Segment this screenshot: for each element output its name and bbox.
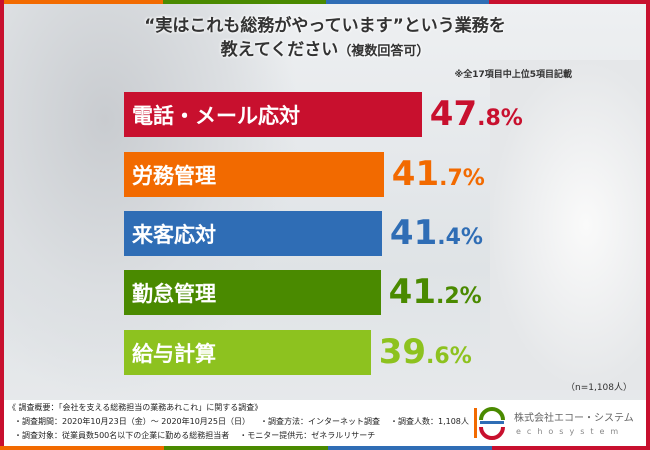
- title-suffix: （複数回答可）: [338, 44, 430, 59]
- right-border: [646, 0, 650, 450]
- value-int: 41: [389, 213, 438, 253]
- chart-title: “実はこれも総務がやっています”という業務を 教えてください（複数回答可）: [0, 14, 650, 64]
- bar-label: 勤怠管理: [132, 281, 216, 306]
- value-label: 47.8%: [430, 92, 523, 137]
- bar: 勤怠管理: [124, 270, 381, 315]
- survey-overview: 《 調査概要：「会社を支える総務担当の業務あれこれ」に関する調査》: [8, 403, 263, 412]
- survey-method: ・調査方法：インターネット調査: [259, 417, 380, 426]
- value-dec: .8%: [477, 106, 523, 131]
- left-border: [0, 0, 4, 450]
- bar: 給与計算: [124, 330, 371, 375]
- value-label: 41.7%: [392, 152, 485, 197]
- value-label: 41.2%: [389, 270, 482, 315]
- background-lamp: [490, 60, 650, 390]
- bar: 労務管理: [124, 152, 384, 197]
- top-stripe-blue: [326, 0, 489, 4]
- survey-period: ・調査期間：2020年10月23日（金）～ 2020年10月25日（日）: [14, 417, 250, 426]
- bar: 電話・メール応対: [124, 92, 422, 137]
- survey-count: ・調査人数：1,108人: [389, 417, 469, 426]
- footer: 《 調査概要：「会社を支える総務担当の業務あれこれ」に関する調査》 ・調査期間：…: [4, 400, 646, 446]
- bar: 来客応対: [124, 211, 382, 256]
- title-line1: “実はこれも総務がやっています”という業務を: [144, 16, 506, 36]
- company-name: 株式会社エコー・システム: [514, 413, 634, 424]
- bottom-stripe-blue: [328, 446, 492, 450]
- value-int: 47: [429, 94, 478, 134]
- value-dec: .7%: [439, 166, 485, 191]
- value-dec: .6%: [426, 344, 472, 369]
- bar-label: 労務管理: [132, 163, 216, 188]
- top-stripe-red: [489, 0, 650, 4]
- value-int: 39: [378, 332, 427, 372]
- value-dec: .4%: [437, 225, 483, 250]
- bar-label: 給与計算: [132, 341, 216, 366]
- survey-provider: ・モニター提供元：ゼネラルリサーチ: [239, 431, 376, 440]
- value-int: 41: [388, 272, 436, 312]
- top-stripe-orange: [0, 0, 163, 4]
- value-int: 41: [391, 154, 440, 194]
- company-logo-icon: [474, 407, 505, 440]
- bottom-stripe-orange: [0, 446, 164, 450]
- note: ※全17項目中上位5項目記載: [454, 70, 572, 80]
- value-dec: .2%: [436, 284, 482, 309]
- sample-size: （n=1,108人）: [565, 383, 632, 393]
- bar-label: 電話・メール応対: [132, 103, 300, 128]
- company-name-en: echosystem: [516, 427, 625, 436]
- value-label: 39.6%: [379, 330, 472, 375]
- survey-target: ・調査対象：従業員数500名以下の企業に勤める総務担当者: [14, 431, 230, 440]
- bar-label: 来客応対: [132, 222, 216, 247]
- value-label: 41.4%: [390, 211, 483, 256]
- bottom-stripe-red: [492, 446, 650, 450]
- bottom-stripe-green: [164, 446, 328, 450]
- top-stripe-green: [163, 0, 326, 4]
- title-line2: 教えてください: [220, 40, 339, 60]
